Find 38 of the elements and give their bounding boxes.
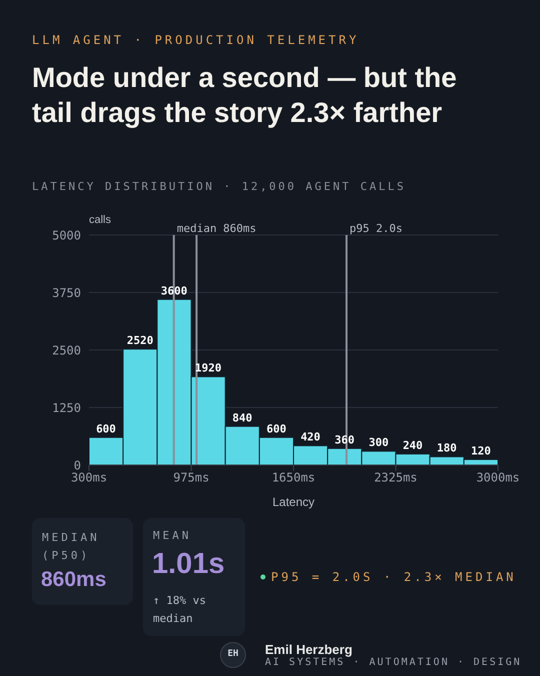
y-tick-label: 1250 [52, 400, 81, 415]
data-label: 3600 [160, 284, 188, 298]
chart-title: Mode under a second — but the tail drags the story 2.3× farther [32, 61, 458, 130]
x-tick-label: 1650ms [272, 470, 316, 485]
y-tick-label: 3750 [52, 286, 81, 300]
data-label: 120 [470, 444, 491, 458]
text: MEDIAN (P50) [42, 530, 101, 564]
data-label: 1920 [195, 362, 222, 375]
data-label: 360 [334, 433, 355, 446]
x-tick-label: 3000ms [476, 470, 520, 485]
ref-line-label: p95 2.0s [350, 222, 403, 235]
x-tick-label: 2325ms [374, 470, 418, 485]
text: Emil Herzberg [265, 642, 352, 657]
data-label: 2520 [126, 334, 154, 348]
chart-subtitle: LATENCY DISTRIBUTION · 12,000 AGENT CALLS [32, 180, 406, 193]
x-tick-label: 975ms [173, 470, 210, 485]
text: 1.01s [152, 548, 225, 581]
y-tick-label: 0 [74, 458, 81, 472]
data-label: 180 [436, 442, 457, 455]
text: MEAN [153, 529, 192, 542]
text: 860ms [41, 568, 106, 592]
x-axis-title: Latency [272, 495, 315, 509]
text: EH [226, 649, 240, 659]
y-tick-label: 5000 [52, 228, 81, 242]
data-label: 240 [402, 438, 423, 452]
text: AI SYSTEMS · AUTOMATION · DESIGN [265, 657, 522, 668]
data-label: 300 [368, 436, 389, 450]
text: P95 = 2.0S · 2.3× MEDIAN [271, 570, 516, 584]
y-tick-label: 2500 [52, 343, 81, 358]
text: LLM AGENT · PRODUCTION TELEMETRY [32, 33, 360, 47]
text: ↑ 18% vs median [153, 593, 207, 627]
data-label: 420 [300, 430, 320, 444]
y-axis-title: calls [89, 214, 112, 226]
data-label: 600 [266, 422, 286, 436]
data-label: 600 [96, 422, 116, 436]
x-tick-label: 300ms [70, 470, 108, 485]
data-label: 840 [232, 411, 252, 424]
ref-line-label: median 860ms [176, 222, 256, 235]
